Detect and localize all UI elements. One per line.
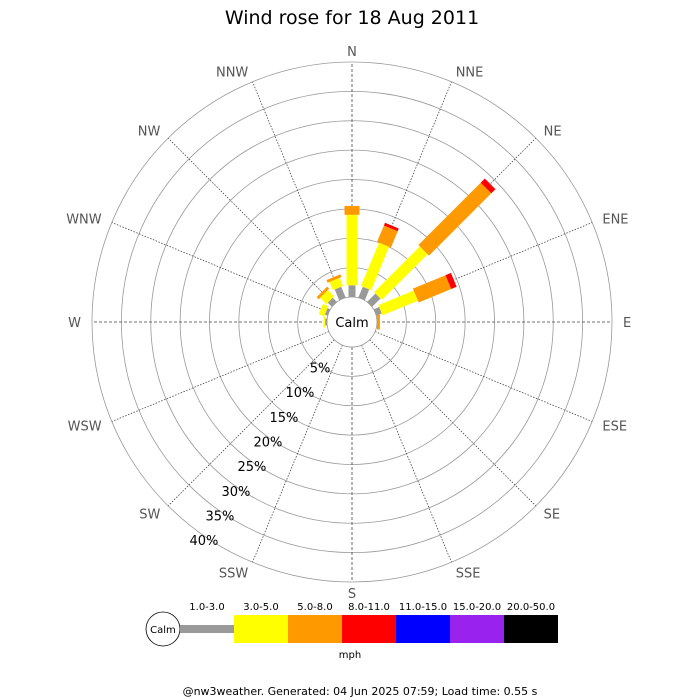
spoke-wsw — [111, 331, 330, 422]
bar-nnw-1.0-3.0 — [334, 286, 346, 301]
legend-swatch-20.0-50.0 — [504, 615, 558, 643]
direction-label-w: W — [68, 316, 81, 331]
legend-calm-label: Calm — [150, 625, 176, 636]
calm-circle: Calm — [326, 296, 378, 348]
spoke-sse — [361, 344, 452, 563]
direction-labels: N NNE NE ENE E ESE SE SSE S SSW SW WSW W WNW NW NNW — [66, 45, 631, 602]
spoke-sw — [167, 339, 335, 507]
bar-wnw-3.0-5.0 — [318, 304, 329, 317]
bar-w-1.0-3.0 — [325, 318, 327, 326]
bar-wnw-1.0-3.0 — [324, 308, 331, 316]
bar-ne-5.0-8.0 — [418, 182, 492, 256]
ring-label: 30% — [221, 485, 250, 500]
direction-label-nnw: NNW — [216, 66, 248, 81]
direction-label-sse: SSE — [456, 566, 481, 581]
spoke-se — [369, 339, 537, 507]
ring-label: 15% — [269, 411, 298, 426]
ring-label: 35% — [205, 509, 234, 524]
chart-title: Wind rose for 18 Aug 2011 — [225, 7, 479, 29]
legend-swatch-3.0-5.0 — [234, 615, 288, 643]
calm-label: Calm — [335, 316, 368, 331]
direction-label-sw: SW — [139, 508, 160, 523]
legend-swatch-5.0-8.0 — [288, 615, 342, 643]
bar-n-5.0-8.0 — [344, 205, 360, 215]
bar-ene-3.0-5.0 — [378, 290, 418, 316]
grid-ring — [91, 61, 613, 583]
legend-label: 1.0-3.0 — [189, 602, 224, 613]
ring-label: 40% — [189, 534, 218, 549]
bar-ne-3.0-5.0 — [374, 246, 428, 300]
spoke-ese — [374, 331, 593, 422]
wind-bars — [316, 178, 496, 330]
bar-ene-5.0-8.0 — [412, 275, 452, 303]
bar-n-1.0-3.0 — [348, 285, 356, 297]
ring-labels: 5% 10% 15% 20% 25% 30% 35% 40% — [189, 362, 330, 549]
direction-label-ssw: SSW — [219, 566, 249, 581]
calm-ring — [326, 296, 378, 348]
direction-label-nw: NW — [138, 124, 161, 139]
bar-nne-3.0-5.0 — [361, 242, 390, 291]
spoke-nw — [167, 137, 335, 305]
spoke-ssw — [252, 344, 343, 563]
direction-label-wnw: WNW — [66, 212, 102, 227]
direction-label-n: N — [347, 45, 357, 60]
legend-label: 8.0-11.0 — [348, 602, 390, 613]
legend-label: 3.0-5.0 — [243, 602, 278, 613]
bar-nne-8.0-11.0 — [383, 222, 399, 232]
speed-legend: Calm 1.0-3.0 3.0-5.0 5.0-8.0 8.0-11.0 11.0-15… — [145, 602, 558, 647]
bar-ene-8.0-11.0 — [445, 272, 457, 289]
direction-label-se: SE — [544, 508, 560, 523]
legend-swatch-15.0-20.0 — [450, 615, 504, 643]
direction-label-e: E — [623, 316, 631, 331]
legend-label: 11.0-15.0 — [399, 602, 447, 613]
direction-label-nne: NNE — [456, 66, 484, 81]
legend-swatch-1.0-3.0 — [180, 625, 234, 633]
ring-label: 10% — [285, 386, 314, 401]
bar-nw-3.0-5.0 — [320, 290, 335, 305]
bar-nw-1.0-3.0 — [327, 297, 337, 307]
legend-label: 20.0-50.0 — [507, 602, 555, 613]
bar-ne-1.0-3.0 — [367, 293, 381, 307]
direction-label-ne: NE — [544, 124, 562, 139]
spoke-wnw — [111, 222, 330, 313]
direction-label-ene: ENE — [602, 212, 628, 227]
direction-label-wsw: WSW — [68, 420, 102, 435]
footer-text: @nw3weather. Generated: 04 Jun 2025 07:5… — [183, 685, 538, 698]
bar-nnw-5.0-8.0 — [326, 274, 342, 283]
ring-label: 5% — [310, 362, 331, 377]
direction-label-ese: ESE — [602, 420, 627, 435]
legend-label: 5.0-8.0 — [297, 602, 332, 613]
bar-nne-1.0-3.0 — [358, 286, 370, 301]
bar-nnw-3.0-5.0 — [329, 277, 343, 291]
bar-nw-5.0-8.0 — [316, 286, 330, 300]
legend-units: mph — [339, 650, 361, 661]
legend-label: 15.0-20.0 — [453, 602, 501, 613]
bar-n-3.0-5.0 — [346, 214, 358, 286]
bar-w-3.0-5.0 — [323, 316, 326, 328]
bar-nne-5.0-8.0 — [377, 225, 398, 248]
legend-swatch-11.0-15.0 — [396, 615, 450, 643]
bar-ne-8.0-11.0 — [480, 178, 496, 194]
bar-e-5.0-8.0 — [377, 314, 380, 330]
direction-label-s: S — [348, 587, 356, 602]
ring-label: 25% — [237, 460, 266, 475]
spoke-nnw — [252, 81, 343, 300]
ring-label: 20% — [253, 436, 282, 451]
legend-swatch-8.0-11.0 — [342, 615, 396, 643]
